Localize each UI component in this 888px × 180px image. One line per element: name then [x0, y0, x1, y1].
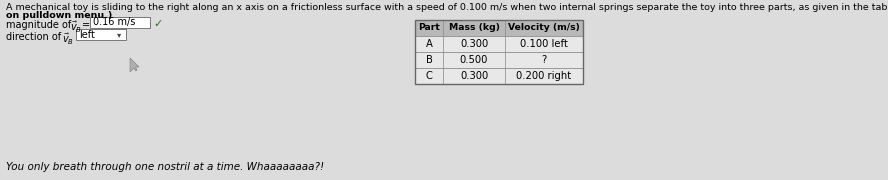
Text: ▾: ▾: [117, 30, 122, 39]
Text: magnitude of: magnitude of: [6, 20, 75, 30]
Text: You only breath through one nostril at a time. Whaaaaaaaa?!: You only breath through one nostril at a…: [6, 162, 324, 172]
Text: $\vec{v}_B$: $\vec{v}_B$: [62, 32, 74, 47]
Text: Velocity (m/s): Velocity (m/s): [508, 24, 580, 33]
Text: direction of: direction of: [6, 32, 64, 42]
Text: left: left: [79, 30, 95, 39]
FancyBboxPatch shape: [90, 17, 150, 28]
Text: ✓: ✓: [153, 19, 163, 29]
FancyBboxPatch shape: [415, 20, 583, 36]
Text: 0.300: 0.300: [460, 71, 488, 81]
Text: ?: ?: [542, 55, 547, 65]
Polygon shape: [130, 58, 139, 72]
Text: 0.300: 0.300: [460, 39, 488, 49]
Text: A: A: [425, 39, 432, 49]
Text: B: B: [425, 55, 432, 65]
FancyBboxPatch shape: [415, 68, 583, 84]
Text: 0.16 m/s: 0.16 m/s: [93, 17, 135, 28]
Text: 0.500: 0.500: [460, 55, 488, 65]
Text: $\vec{v}_B$: $\vec{v}_B$: [70, 20, 82, 35]
FancyBboxPatch shape: [415, 52, 583, 68]
Text: C: C: [425, 71, 432, 81]
Text: =: =: [82, 20, 90, 30]
Text: Mass (kg): Mass (kg): [448, 24, 499, 33]
FancyBboxPatch shape: [76, 29, 126, 40]
Text: 0.200 right: 0.200 right: [517, 71, 572, 81]
Text: on pulldown menu.): on pulldown menu.): [6, 11, 113, 20]
Text: 0.100 left: 0.100 left: [520, 39, 568, 49]
Text: A mechanical toy is sliding to the right along an x axis on a frictionless surfa: A mechanical toy is sliding to the right…: [6, 3, 888, 12]
Text: Part: Part: [418, 24, 440, 33]
FancyBboxPatch shape: [415, 36, 583, 52]
